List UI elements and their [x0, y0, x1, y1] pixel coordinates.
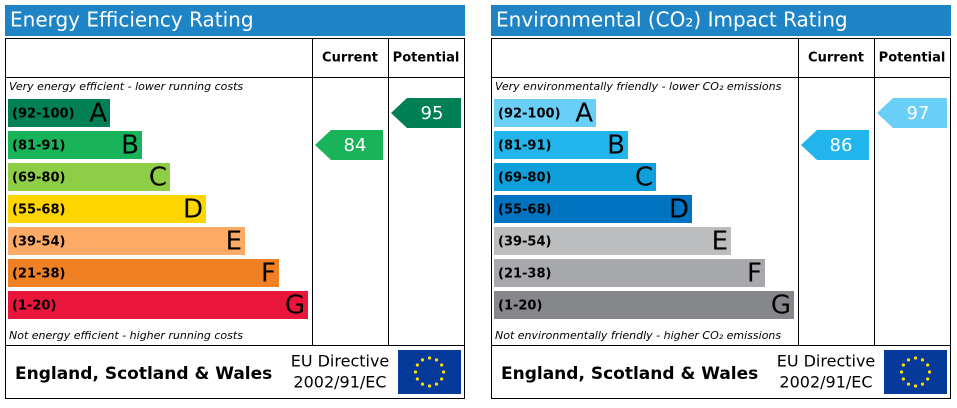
band-letter: F — [747, 259, 762, 289]
eu-star — [440, 377, 444, 381]
band-letter: A — [575, 99, 593, 129]
directive: 2002/91/EC — [293, 373, 386, 392]
eu-star — [427, 356, 432, 360]
title-bar — [5, 5, 465, 36]
band — [494, 163, 656, 191]
eu-star — [427, 384, 432, 388]
eu-star — [906, 382, 911, 386]
eu-star — [920, 358, 925, 362]
eu-star — [913, 384, 918, 388]
rating-arrow — [877, 98, 947, 128]
eu-star — [420, 382, 425, 386]
band — [494, 195, 692, 223]
band-letter: E — [712, 227, 728, 257]
column-header: Potential — [393, 51, 460, 66]
band — [494, 291, 794, 319]
band-range: (69-80) — [498, 171, 551, 186]
eu-star — [420, 358, 425, 362]
rating-value: 86 — [830, 135, 853, 156]
band-letter: C — [635, 163, 653, 193]
bottom-note: Not energy efficient - higher running co… — [9, 329, 243, 342]
band-letter: G — [285, 291, 305, 321]
eu-star — [913, 356, 918, 360]
rating-value: 95 — [421, 103, 444, 124]
rating-value: 84 — [344, 135, 367, 156]
eu-star — [901, 377, 905, 381]
rating-arrow — [801, 130, 869, 160]
band-letter: F — [261, 259, 276, 289]
eu-star — [415, 377, 419, 381]
band — [8, 195, 206, 223]
band-range: (21-38) — [498, 267, 551, 282]
band — [494, 99, 596, 127]
rating-value: 97 — [907, 103, 930, 124]
eu-star — [434, 382, 439, 386]
frame — [5, 38, 465, 399]
region: England, Scotland & Wales — [501, 364, 758, 384]
eu-star — [434, 358, 439, 362]
eu-star — [901, 363, 905, 367]
band-letter: B — [607, 131, 625, 161]
band-letter: A — [89, 99, 107, 129]
eu-star — [926, 363, 930, 367]
eu-star — [415, 363, 419, 367]
bottom-note: Not environmentally friendly - higher CO… — [495, 329, 781, 342]
eu-star — [413, 370, 418, 374]
panel-title: Environmental (CO₂) Impact Rating — [496, 8, 848, 32]
band-letter: D — [669, 195, 689, 225]
band — [8, 227, 245, 255]
band-range: (21-38) — [12, 267, 65, 282]
eu-star — [440, 363, 444, 367]
eu-star — [906, 358, 911, 362]
band-range: (55-68) — [498, 203, 551, 218]
rating-arrow — [315, 130, 383, 160]
band-range: (1-20) — [12, 299, 56, 314]
band-range: (39-54) — [498, 235, 551, 250]
rating-arrow — [391, 98, 461, 128]
top-note: Very environmentally friendly - lower CO… — [495, 80, 782, 93]
band-range: (69-80) — [12, 171, 65, 186]
band-range: (1-20) — [498, 299, 542, 314]
eu-star — [926, 377, 930, 381]
band — [494, 131, 628, 159]
band — [8, 163, 170, 191]
band-range: (81-91) — [498, 139, 551, 154]
band-range: (92-100) — [12, 107, 75, 122]
eu-star — [927, 370, 932, 374]
region: England, Scotland & Wales — [15, 364, 272, 384]
directive: EU Directive — [777, 352, 876, 371]
band — [8, 259, 279, 287]
band-range: (92-100) — [498, 107, 561, 122]
column-header: Potential — [879, 51, 946, 66]
band — [8, 99, 110, 127]
band-letter: D — [183, 195, 203, 225]
column-header: Current — [322, 51, 378, 66]
band-range: (39-54) — [12, 235, 65, 250]
directive: EU Directive — [291, 352, 390, 371]
band-letter: B — [121, 131, 139, 161]
directive: 2002/91/EC — [779, 373, 872, 392]
eu-star — [441, 370, 446, 374]
band-letter: G — [771, 291, 791, 321]
title-bar — [491, 5, 951, 36]
band-range: (55-68) — [12, 203, 65, 218]
eu-star — [920, 382, 925, 386]
band — [494, 259, 765, 287]
column-header: Current — [808, 51, 864, 66]
band — [8, 131, 142, 159]
frame — [491, 38, 951, 399]
top-note: Very energy efficient - lower running co… — [9, 80, 243, 93]
band-letter: E — [226, 227, 242, 257]
panel-title: Energy Efficiency Rating — [10, 8, 254, 32]
band-letter: C — [149, 163, 167, 193]
band — [494, 227, 731, 255]
eu-star — [899, 370, 904, 374]
band-range: (81-91) — [12, 139, 65, 154]
band — [8, 291, 308, 319]
